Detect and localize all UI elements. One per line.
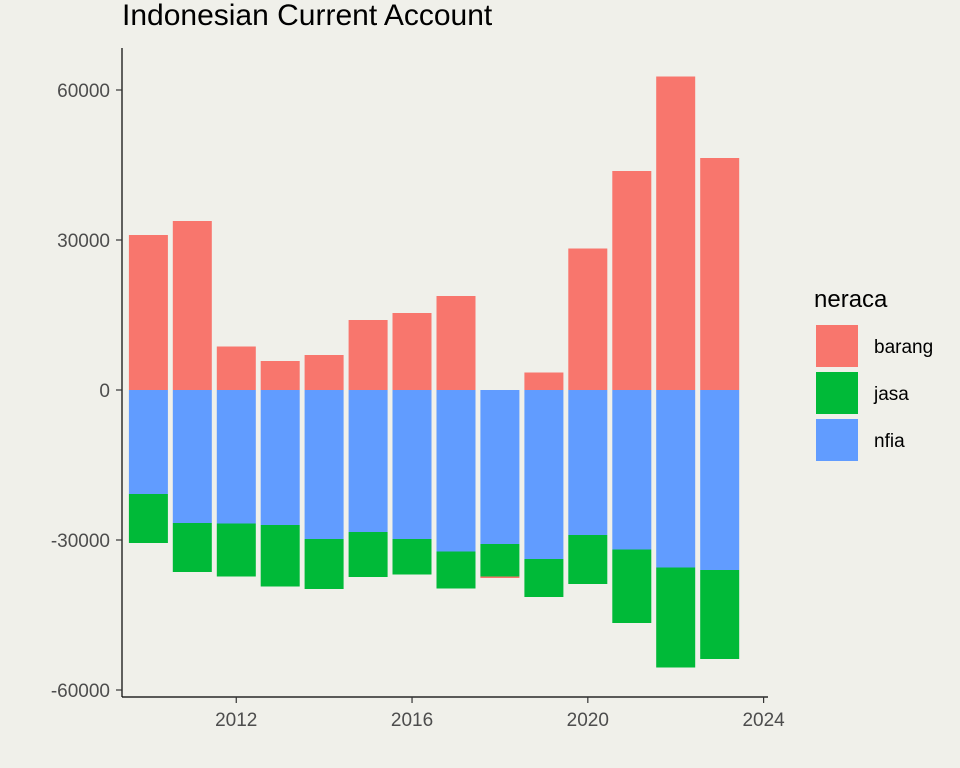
bar-jasa-2014	[304, 539, 344, 589]
bar-barang-2011	[172, 221, 212, 390]
bar-barang-2020	[568, 248, 608, 390]
legend-label-nfia: nfia	[874, 431, 905, 452]
bar-jasa-2022	[656, 567, 696, 668]
bar-jasa-2012	[216, 523, 256, 577]
y-tick-label: 30000	[57, 231, 110, 252]
bar-nfia-2016	[392, 390, 432, 539]
x-tick-label: 2012	[215, 710, 257, 731]
bar-nfia-2020	[568, 390, 608, 535]
bar-jasa-2011	[172, 523, 212, 572]
y-tick-label: 60000	[57, 81, 110, 102]
bar-nfia-2012	[216, 390, 256, 524]
y-tick-label: -60000	[51, 681, 110, 702]
bar-barang-2022	[656, 76, 696, 390]
bar-jasa-2018	[480, 544, 520, 577]
bar-jasa-2015	[348, 532, 388, 577]
bar-nfia-2015	[348, 390, 388, 532]
bar-barang-2017	[436, 296, 476, 390]
bar-barang-2021	[612, 171, 652, 390]
bar-jasa-2023	[700, 570, 740, 659]
bar-nfia-2018	[480, 390, 520, 544]
bar-nfia-2010	[128, 390, 168, 494]
bar-barang-2015	[348, 320, 388, 390]
bar-nfia-2017	[436, 390, 476, 552]
bar-barang-2012	[216, 346, 256, 390]
legend: neraca barang jasa nfia	[814, 286, 933, 461]
bar-jasa-2020	[568, 535, 608, 584]
bar-nfia-2019	[524, 390, 564, 559]
legend-swatch-jasa	[816, 372, 858, 414]
bar-barang-2018	[480, 576, 520, 578]
bar-jasa-2017	[436, 551, 476, 589]
bar-jasa-2021	[612, 549, 652, 623]
bar-barang-2019	[524, 372, 564, 390]
bar-nfia-2011	[172, 390, 212, 523]
chart-title: Indonesian Current Account	[122, 0, 493, 32]
bar-barang-2014	[304, 355, 344, 390]
bar-jasa-2010	[128, 494, 168, 543]
bar-barang-2016	[392, 313, 432, 390]
x-tick-label: 2020	[567, 710, 609, 731]
legend-swatch-nfia	[816, 419, 858, 461]
bar-jasa-2013	[260, 525, 300, 587]
bar-jasa-2016	[392, 539, 432, 575]
axes: 60000 30000 0 -30000 -60000 2012 2016 2020 2024	[51, 48, 785, 731]
bar-jasa-2019	[524, 559, 564, 597]
legend-swatch-barang	[816, 325, 858, 367]
x-tick-label: 2024	[742, 710, 785, 731]
y-tick-label: 0	[99, 381, 110, 402]
plot-area	[128, 76, 740, 668]
bar-nfia-2014	[304, 390, 344, 539]
bar-barang-2023	[700, 158, 740, 390]
legend-label-barang: barang	[874, 337, 933, 358]
x-tick-label: 2016	[391, 710, 433, 731]
bar-nfia-2013	[260, 390, 300, 525]
bar-nfia-2023	[700, 390, 740, 570]
legend-title: neraca	[814, 286, 888, 313]
bar-nfia-2021	[612, 390, 652, 550]
bar-barang-2013	[260, 361, 300, 390]
y-tick-label: -30000	[51, 531, 110, 552]
bar-barang-2010	[128, 235, 168, 390]
bar-nfia-2022	[656, 390, 696, 568]
legend-label-jasa: jasa	[873, 384, 909, 405]
